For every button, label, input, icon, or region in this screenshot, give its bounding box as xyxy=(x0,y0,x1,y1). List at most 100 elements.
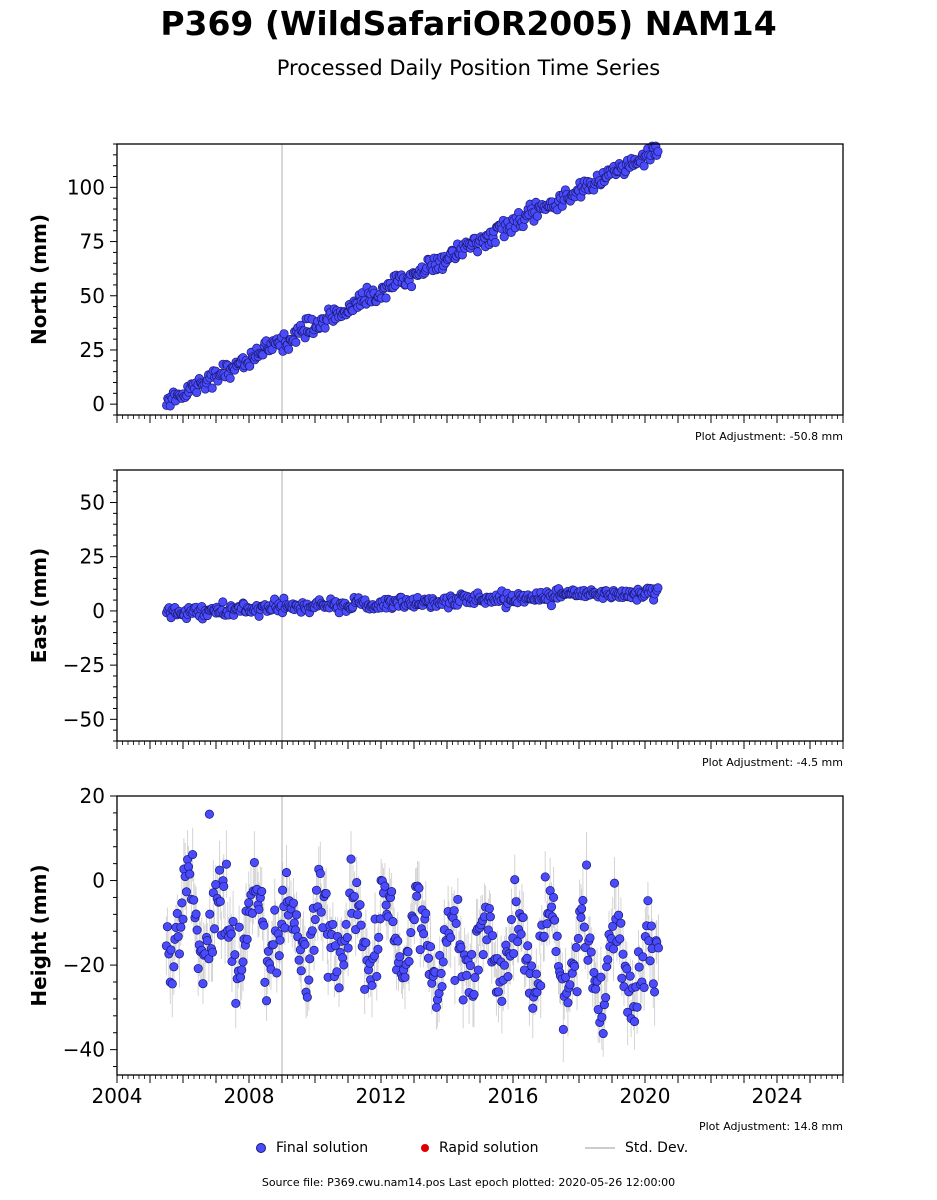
y-tick-label: 50 xyxy=(80,284,105,308)
data-point xyxy=(634,962,644,972)
data-point xyxy=(552,931,562,941)
x-tick-label: 2020 xyxy=(620,1084,671,1108)
final-solution-points xyxy=(161,809,663,1039)
data-point xyxy=(653,146,663,156)
data-point xyxy=(473,965,483,975)
data-point xyxy=(586,947,596,957)
data-point xyxy=(284,344,294,354)
data-point xyxy=(618,949,628,959)
data-point xyxy=(478,950,488,960)
data-point xyxy=(406,927,416,938)
data-point xyxy=(404,956,414,966)
data-point xyxy=(639,161,649,171)
plot-adjustment-label: Plot Adjustment: 14.8 mm xyxy=(699,1120,843,1133)
y-tick-label: −25 xyxy=(63,653,105,677)
data-point xyxy=(438,957,448,967)
data-point xyxy=(616,918,626,928)
data-point xyxy=(462,970,472,980)
data-point xyxy=(596,972,606,982)
data-point xyxy=(162,922,172,932)
data-point xyxy=(173,932,183,942)
y-axis-label: North (mm) xyxy=(27,214,51,345)
data-point xyxy=(573,933,583,943)
data-point xyxy=(355,900,365,910)
y-tick-label: 75 xyxy=(80,230,105,254)
data-point xyxy=(503,972,513,982)
data-point xyxy=(625,971,635,981)
data-point xyxy=(423,953,434,963)
data-point xyxy=(305,954,315,964)
data-point xyxy=(603,955,613,965)
data-point xyxy=(176,922,186,932)
data-point xyxy=(270,905,280,915)
data-point xyxy=(360,984,370,994)
data-point xyxy=(388,917,398,927)
data-point xyxy=(523,941,533,951)
data-point xyxy=(540,872,550,882)
data-point xyxy=(215,865,225,875)
data-point xyxy=(571,942,581,952)
data-point xyxy=(191,909,201,919)
data-point xyxy=(302,992,312,1002)
data-point xyxy=(185,869,195,879)
data-point xyxy=(597,1012,607,1022)
data-point xyxy=(546,601,556,611)
data-point xyxy=(166,945,176,955)
y-axis-label: East (mm) xyxy=(27,548,51,664)
data-point xyxy=(406,282,417,292)
data-point xyxy=(174,949,185,959)
data-point xyxy=(629,1017,640,1027)
y-tick-label: 20 xyxy=(80,784,105,808)
data-point xyxy=(349,891,359,901)
chart-panel-3: −40 −20 0 20 2004 2008 2012 2016 2020 2024 Height … xyxy=(27,784,844,1133)
data-point xyxy=(485,912,495,922)
data-point xyxy=(576,912,586,922)
data-point xyxy=(532,211,542,221)
data-point xyxy=(387,887,397,897)
data-point xyxy=(281,868,292,878)
data-point xyxy=(513,937,523,947)
legend-stddev-label: Std. Dev. xyxy=(625,1140,689,1156)
data-point xyxy=(381,293,391,303)
source-footer: Source file: P369.cwu.nam14.pos Last epo… xyxy=(261,1176,676,1189)
data-point xyxy=(356,920,366,930)
data-point xyxy=(172,908,182,919)
data-point xyxy=(470,972,480,983)
data-point xyxy=(372,971,382,981)
data-point xyxy=(280,923,290,933)
data-point xyxy=(506,914,517,925)
data-point xyxy=(316,907,326,917)
data-point xyxy=(296,966,306,976)
data-point xyxy=(231,998,241,1008)
data-point xyxy=(183,862,194,872)
data-point xyxy=(294,955,304,965)
data-point xyxy=(198,979,208,989)
data-point xyxy=(225,373,235,383)
data-point xyxy=(601,992,611,1003)
data-point xyxy=(291,337,301,347)
data-point xyxy=(259,920,269,930)
data-point xyxy=(304,975,314,985)
x-tick-label: 2004 xyxy=(92,1084,143,1108)
data-point xyxy=(467,949,477,959)
y-tick-label: −50 xyxy=(63,707,105,731)
data-point xyxy=(260,977,270,987)
data-point xyxy=(551,946,561,957)
data-point xyxy=(403,947,413,957)
data-point xyxy=(456,942,466,952)
y-tick-label: −40 xyxy=(63,1038,105,1062)
data-point xyxy=(609,944,619,954)
data-point xyxy=(215,896,225,906)
data-point xyxy=(268,940,278,950)
data-point xyxy=(189,895,199,905)
data-point xyxy=(310,914,320,925)
data-point xyxy=(221,859,231,869)
data-point xyxy=(373,944,383,954)
data-point xyxy=(615,934,625,944)
data-point xyxy=(341,919,351,929)
y-tick-label: 25 xyxy=(80,338,105,362)
final-solution-marker-icon xyxy=(256,1143,266,1153)
data-point xyxy=(572,987,582,997)
data-point xyxy=(458,995,468,1005)
data-point xyxy=(242,934,252,944)
